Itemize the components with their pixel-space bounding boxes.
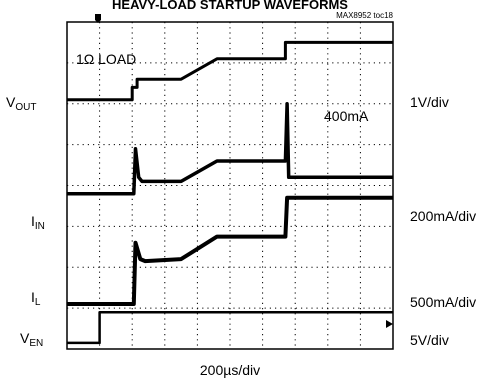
channel-label-il: IL — [31, 289, 41, 308]
channel-label-ven: VEN — [20, 330, 43, 349]
trace-ven — [67, 310, 393, 345]
load-annotation: 1Ω LOAD — [76, 51, 136, 67]
channel-label-vout: VOUT — [6, 94, 36, 113]
channel-label-iin: IIN — [31, 213, 45, 232]
current-annotation: 400mA — [324, 108, 369, 124]
svg-text:VOUT: VOUT — [6, 94, 36, 113]
scale-label-il: 500mA/div — [410, 294, 476, 310]
scale-label-ven: 5V/div — [410, 332, 449, 348]
iin-subscript: IN — [35, 221, 45, 232]
traces — [67, 40, 393, 345]
trace-iin — [67, 102, 393, 196]
scale-label-iin: 200mA/div — [410, 208, 476, 224]
vout-subscript: OUT — [15, 102, 36, 113]
il-subscript: L — [35, 297, 41, 308]
trace-il — [67, 195, 393, 306]
scope-screen — [66, 21, 394, 350]
trigger-marker — [95, 14, 101, 23]
svg-text:IIN: IIN — [31, 213, 45, 232]
scale-label-vout: 1V/div — [410, 94, 449, 110]
trace-vout — [67, 40, 393, 102]
chart-title: HEAVY-LOAD STARTUP WAVEFORMS — [112, 0, 348, 12]
figure-id: MAX8952 toc18 — [336, 11, 393, 20]
svg-text:IL: IL — [31, 289, 41, 308]
svg-text:VEN: VEN — [20, 330, 43, 349]
iin-symbol: I — [31, 213, 35, 229]
ven-symbol: V — [20, 330, 30, 346]
trigger-level-marker — [386, 320, 393, 328]
time-scale-label: 200µs/div — [200, 362, 260, 378]
ven-subscript: EN — [29, 338, 43, 349]
il-symbol: I — [31, 289, 35, 305]
vout-symbol: V — [6, 94, 16, 110]
